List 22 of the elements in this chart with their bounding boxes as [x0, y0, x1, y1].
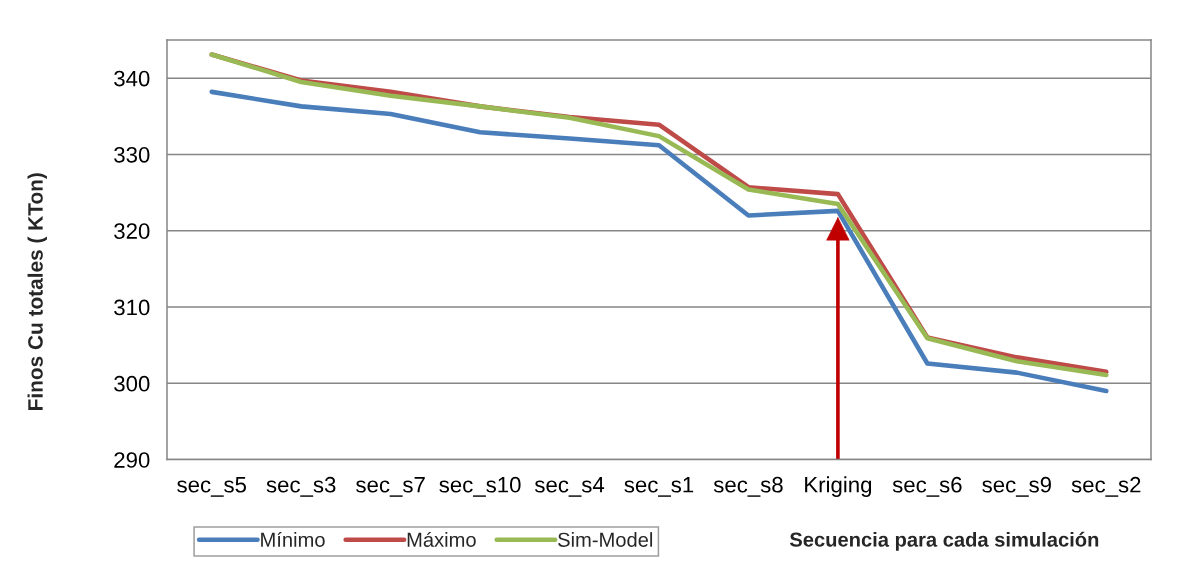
- y-tick-label: 320: [114, 223, 150, 239]
- x-tick-label: sec_s3: [266, 476, 336, 497]
- y-tick-label: 300: [114, 375, 150, 392]
- x-axis-title: Secuencia para cada simulación: [789, 531, 1099, 551]
- x-tick-label: sec_s9: [982, 476, 1051, 497]
- x-tick-label: sec_s2: [1071, 476, 1141, 497]
- legend-label: Sim-Model: [558, 532, 653, 547]
- x-tick-label: sec_s7: [356, 477, 425, 497]
- y-tick-label: 330: [114, 146, 150, 163]
- y-tick-label: 310: [114, 299, 150, 316]
- legend-label: Máximo: [407, 531, 476, 547]
- y-axis-title: Finos Cu totales ( KTon): [27, 173, 47, 410]
- x-tick-label: sec_s5: [177, 477, 246, 497]
- x-tick-label: sec_s4: [534, 477, 605, 497]
- x-tick-label: sec_s1: [624, 477, 694, 497]
- x-tick-label: sec_s6: [892, 476, 962, 497]
- x-tick-label: sec_s10: [439, 476, 521, 497]
- x-tick-label: sec_s8: [713, 476, 783, 497]
- x-tick-label: Kriging: [805, 476, 872, 497]
- y-tick-label: 290: [114, 452, 150, 468]
- legend-label: Mínimo: [261, 531, 325, 547]
- y-tick-label: 340: [114, 70, 150, 87]
